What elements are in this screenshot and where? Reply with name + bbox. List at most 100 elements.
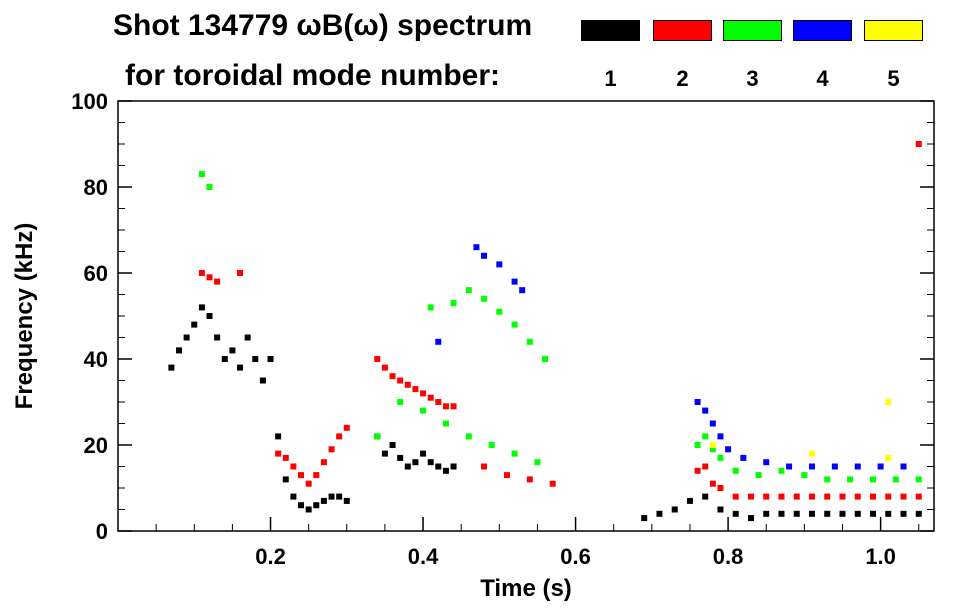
point-mode-1 [244, 334, 251, 341]
point-mode-2 [450, 403, 457, 410]
point-mode-1 [420, 450, 427, 457]
point-mode-1 [328, 493, 335, 500]
point-mode-3 [542, 356, 549, 362]
point-mode-1 [313, 502, 320, 509]
x-tick-label: 0.2 [255, 544, 286, 569]
legend-label-mode-1: 1 [604, 66, 617, 91]
point-mode-2 [915, 141, 922, 147]
point-mode-1 [290, 493, 297, 500]
x-tick-label: 0.4 [408, 544, 439, 569]
point-mode-1 [214, 334, 221, 341]
point-mode-1 [702, 493, 709, 500]
point-mode-2 [763, 493, 770, 500]
point-mode-2 [854, 493, 861, 500]
point-mode-2 [343, 424, 350, 431]
point-mode-3 [526, 338, 533, 345]
point-mode-3 [709, 446, 716, 453]
point-mode-3 [534, 459, 541, 466]
legend-swatch-mode-1 [581, 20, 640, 41]
point-mode-1 [282, 476, 289, 483]
point-mode-4 [740, 454, 747, 461]
point-mode-4 [709, 420, 716, 427]
legend-title-line2: for toroidal mode number: [125, 59, 500, 92]
point-mode-3 [206, 184, 213, 190]
point-mode-3 [755, 472, 762, 479]
point-mode-1 [320, 497, 327, 504]
point-mode-2 [900, 493, 907, 500]
point-mode-4 [496, 261, 503, 268]
point-mode-4 [900, 463, 907, 470]
point-mode-2 [404, 381, 411, 388]
point-mode-2 [839, 493, 846, 500]
point-mode-1 [763, 510, 770, 517]
point-mode-3 [511, 450, 518, 457]
point-mode-1 [778, 510, 785, 517]
point-mode-2 [549, 480, 556, 487]
point-mode-2 [709, 480, 716, 487]
point-mode-2 [336, 433, 343, 440]
point-mode-1 [404, 463, 411, 470]
point-mode-1 [298, 502, 305, 509]
legend-label-mode-3: 3 [746, 66, 759, 91]
y-tick-label: 20 [84, 433, 108, 458]
point-mode-2 [381, 364, 388, 371]
point-mode-3 [442, 420, 449, 427]
point-mode-1 [824, 510, 831, 517]
point-mode-3 [847, 476, 854, 483]
y-tick-label: 0 [96, 519, 108, 544]
point-mode-2 [442, 403, 449, 410]
point-mode-2 [389, 373, 396, 380]
point-mode-1 [381, 450, 388, 457]
legend-swatch-mode-5 [864, 20, 923, 41]
point-mode-2 [397, 377, 404, 384]
point-mode-2 [778, 493, 785, 500]
y-tick-label: 60 [84, 261, 108, 286]
point-mode-3 [915, 476, 922, 483]
point-mode-2 [808, 493, 815, 500]
point-mode-4 [717, 433, 724, 440]
point-mode-3 [488, 442, 495, 448]
point-mode-1 [915, 510, 922, 517]
point-mode-2 [503, 472, 510, 479]
point-mode-2 [237, 270, 244, 276]
point-mode-4 [854, 463, 861, 470]
point-mode-4 [435, 338, 442, 345]
legend-swatch-mode-4 [793, 20, 852, 41]
point-mode-1 [808, 510, 815, 517]
x-axis-label: Time (s) [480, 575, 572, 602]
point-mode-3 [420, 407, 427, 414]
point-mode-1 [267, 356, 274, 362]
point-mode-1 [176, 347, 183, 354]
point-mode-1 [747, 515, 754, 522]
point-mode-1 [343, 497, 350, 504]
point-mode-2 [869, 493, 876, 500]
y-tick-label: 80 [84, 175, 108, 200]
x-tick-label: 0.6 [560, 544, 591, 569]
point-mode-1 [183, 334, 190, 341]
point-mode-4 [763, 459, 770, 466]
x-tick-label: 0.8 [713, 544, 744, 569]
point-mode-2 [328, 446, 335, 453]
point-mode-3 [511, 321, 518, 328]
point-mode-3 [702, 433, 709, 440]
point-mode-2 [206, 274, 213, 281]
point-mode-4 [831, 463, 838, 470]
point-mode-2 [290, 463, 297, 470]
point-mode-3 [450, 300, 457, 307]
point-mode-2 [694, 467, 701, 474]
point-mode-1 [656, 510, 663, 517]
point-mode-1 [389, 442, 396, 448]
point-mode-2 [732, 493, 739, 500]
point-mode-3 [374, 433, 381, 440]
point-mode-2 [481, 463, 488, 470]
data-points [168, 141, 922, 522]
point-mode-1 [206, 313, 213, 319]
point-mode-1 [793, 510, 800, 517]
point-mode-1 [305, 506, 312, 513]
point-mode-2 [526, 476, 533, 483]
point-mode-3 [397, 399, 404, 405]
point-mode-3 [717, 454, 724, 461]
point-mode-2 [298, 472, 305, 479]
point-mode-1 [900, 510, 907, 517]
